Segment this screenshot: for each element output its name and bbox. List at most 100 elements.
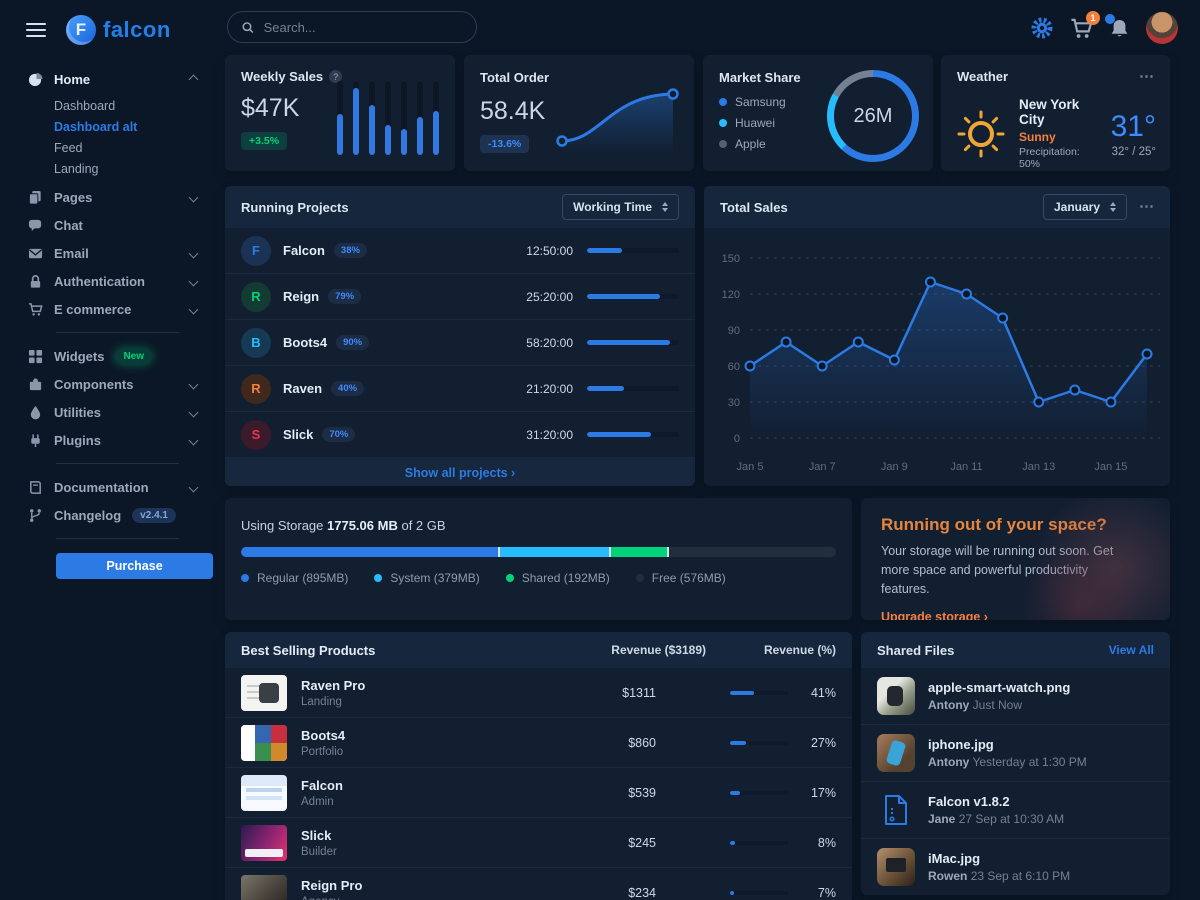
shared-file-row: Falcon v1.8.2 Jane 27 Sep at 10:30 AM — [861, 782, 1170, 839]
shared-files-header: Shared Files View All — [861, 632, 1170, 668]
project-progress-bar — [587, 294, 679, 299]
notifications-button[interactable] — [1105, 13, 1130, 39]
product-row: Reign Pro Agency $234 7% — [225, 868, 852, 900]
sidebar-item-changelog[interactable]: Changelog v2.4.1 — [28, 501, 197, 529]
weekly-sales-bar — [337, 81, 343, 155]
weekly-sales-bar — [385, 81, 391, 155]
product-name[interactable]: Slick — [301, 827, 332, 843]
svg-text:90: 90 — [728, 325, 740, 337]
project-name[interactable]: Slick — [283, 427, 314, 442]
project-name[interactable]: Raven — [283, 381, 323, 396]
sort-arrows-icon — [662, 202, 668, 212]
total-order-line-chart — [556, 88, 679, 153]
file-time: Yesterday at 1:30 PM — [972, 755, 1087, 769]
project-row: S Slick 70% 31:20:00 — [225, 412, 695, 457]
product-name[interactable]: Reign Pro — [301, 877, 363, 893]
kebab-menu-icon[interactable] — [1139, 72, 1154, 82]
cart-button[interactable]: 1 — [1070, 10, 1100, 40]
total-order-badge: -13.6% — [480, 135, 530, 153]
home-submenu: Dashboard Dashboard alt Feed Landing — [28, 93, 197, 183]
sidebar-item-label: Components — [54, 376, 134, 392]
file-user: Rowen — [928, 869, 968, 883]
product-name[interactable]: Raven Pro — [301, 677, 366, 693]
legend-dot — [241, 574, 249, 582]
show-all-projects-link[interactable]: Show all projects › — [225, 457, 695, 486]
menu-toggle-button[interactable] — [26, 19, 46, 41]
search-input[interactable] — [261, 18, 462, 36]
chevron-down-icon — [188, 304, 199, 314]
project-percent-badge: 38% — [333, 243, 367, 258]
sidebar-item-widgets[interactable]: Widgets New — [28, 342, 197, 370]
file-name[interactable]: iMac.jpg — [928, 851, 981, 866]
sidebar-item-email[interactable]: Email — [28, 239, 199, 267]
sidebar-item-home[interactable]: Home — [28, 65, 199, 93]
kebab-menu-icon[interactable] — [1139, 202, 1154, 212]
file-name[interactable]: apple-smart-watch.png — [928, 680, 1071, 695]
legend-label: Apple — [735, 137, 766, 151]
chevron-down-icon — [188, 379, 199, 389]
view-all-link[interactable]: View All — [1108, 643, 1154, 657]
storage-segment-system — [500, 547, 612, 557]
falcon-logo-icon: F — [66, 15, 96, 45]
product-name[interactable]: Boots4 — [301, 727, 346, 743]
project-time: 12:50:00 — [526, 243, 573, 258]
sidebar-item-plugins[interactable]: Plugins — [28, 426, 199, 454]
product-category[interactable]: Landing — [301, 695, 342, 708]
info-icon[interactable] — [329, 70, 343, 83]
sidebar-item-pages[interactable]: Pages — [28, 183, 199, 211]
product-category[interactable]: Portfolio — [301, 745, 344, 758]
weather-card: Weather New York City Sunny Precipitatio… — [941, 55, 1170, 171]
weekly-sales-bar — [433, 81, 439, 155]
sidebar-item-documentation[interactable]: Documentation — [28, 473, 199, 501]
fire-icon — [30, 405, 41, 419]
svg-text:150: 150 — [722, 253, 740, 265]
weekly-sales-bar — [401, 81, 407, 155]
weekly-sales-bar — [417, 81, 423, 155]
product-category[interactable]: Agency — [301, 896, 506, 900]
sidebar-item-authentication[interactable]: Authentication — [28, 267, 199, 295]
sidebar-item-chat[interactable]: Chat — [28, 211, 197, 239]
card-title: Total Order — [480, 70, 550, 85]
product-name[interactable]: Falcon — [301, 777, 343, 793]
falcon-logo[interactable]: F falcon — [66, 15, 171, 45]
chevron-down-icon — [188, 248, 199, 258]
weather-temperature: 31° — [1110, 109, 1156, 143]
legend-dot — [635, 574, 644, 582]
project-name[interactable]: Falcon — [283, 243, 325, 258]
product-category[interactable]: Admin — [301, 795, 334, 808]
sidebar-item-dashboard[interactable]: Dashboard — [54, 98, 116, 113]
settings-button[interactable] — [1030, 16, 1054, 40]
sidebar-item-dashboard-alt[interactable]: Dashboard alt — [54, 119, 138, 134]
user-avatar[interactable] — [1146, 12, 1178, 44]
sidebar-divider — [56, 538, 179, 539]
card-title: Best Selling Products — [241, 642, 376, 658]
project-avatar: R — [241, 373, 271, 404]
sidebar-item-label: Authentication — [54, 273, 145, 289]
file-user: Antony — [928, 698, 970, 712]
market-share-donut-chart: 26M — [827, 70, 919, 162]
sidebar-item-feed[interactable]: Feed — [54, 140, 83, 155]
purchase-button[interactable]: Purchase — [56, 553, 213, 579]
sidebar-item-utilities[interactable]: Utilities — [28, 398, 199, 426]
month-select[interactable]: January — [1042, 194, 1127, 220]
shared-file-row: apple-smart-watch.png Antony Just Now — [861, 668, 1170, 725]
upgrade-storage-link[interactable]: Upgrade storage › — [881, 610, 988, 620]
project-time: 21:20:00 — [526, 381, 573, 396]
file-time: 27 Sep at 10:30 AM — [958, 812, 1065, 826]
working-time-select[interactable]: Working Time — [562, 194, 679, 220]
sidebar-item-ecommerce[interactable]: E commerce — [28, 295, 199, 323]
project-avatar: B — [241, 327, 271, 358]
project-percent-badge: 79% — [328, 289, 362, 304]
project-name[interactable]: Boots4 — [283, 335, 328, 350]
svg-text:Jan 9: Jan 9 — [881, 461, 908, 473]
product-thumbnail — [241, 874, 287, 900]
product-category[interactable]: Builder — [301, 845, 337, 858]
sidebar-item-landing[interactable]: Landing — [54, 161, 99, 176]
legend-dot — [719, 140, 727, 148]
sidebar-item-components[interactable]: Components — [28, 370, 199, 398]
file-name[interactable]: Falcon v1.8.2 — [928, 794, 1010, 809]
shared-file-row: iMac.jpg Rowen 23 Sep at 6:10 PM — [861, 839, 1170, 895]
total-sales-line-chart: 0 30 60 90 120 150 Jan 5 Jan 7 Jan 9 Jan 11 Jan 13… — [722, 253, 1160, 473]
project-name[interactable]: Reign — [283, 289, 320, 304]
file-name[interactable]: iphone.jpg — [928, 737, 994, 752]
